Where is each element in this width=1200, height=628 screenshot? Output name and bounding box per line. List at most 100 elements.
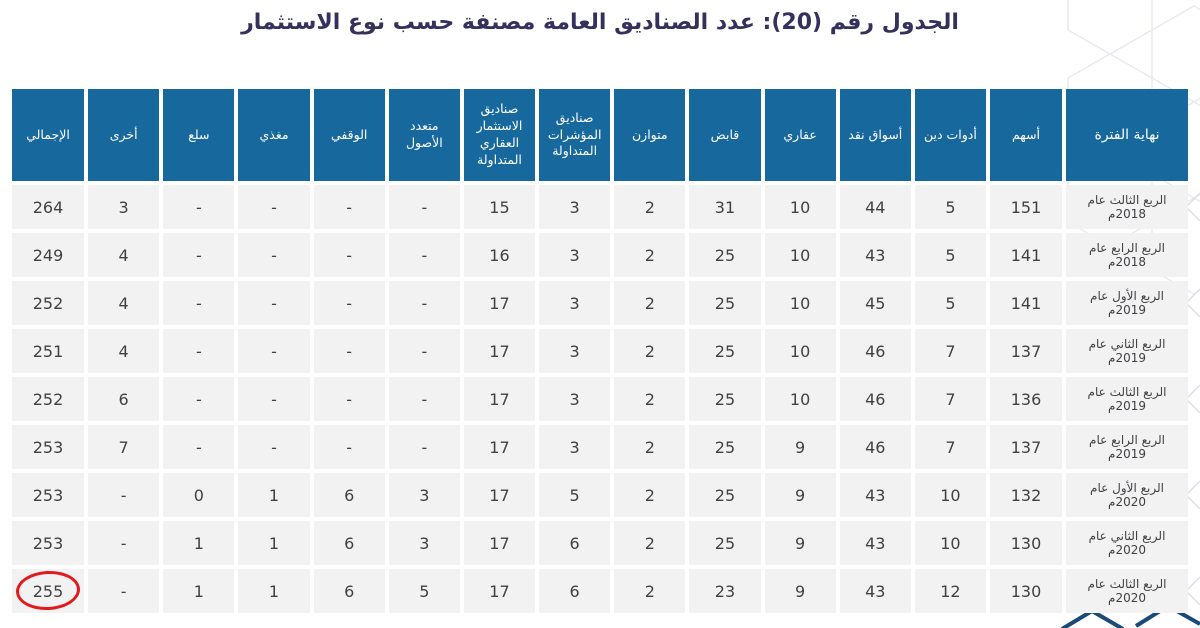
row-label-period: الربع الثالث عام 2019م (1066, 377, 1188, 421)
cell-commodities: - (163, 425, 235, 469)
cell-feeder: - (238, 281, 310, 325)
table-row-9: الربع الثالث عام 2020م 130 12 43 9 23 2 6 17 5 6 1 1… (12, 569, 1188, 613)
column-header-holding: قابض (689, 89, 761, 181)
cell-holding: 25 (689, 521, 761, 565)
cell-balanced: 2 (614, 281, 686, 325)
column-header-real-estate: عقاري (764, 89, 836, 181)
cell-total: 252 (12, 377, 84, 421)
cell-real-estate: 10 (764, 233, 836, 277)
cell-holding: 31 (689, 185, 761, 229)
cell-multi-asset: 5 (388, 569, 460, 613)
cell-multi-asset: 3 (388, 473, 460, 517)
cell-real-estate: 9 (764, 425, 836, 469)
cell-equity: 130 (990, 521, 1062, 565)
cell-other: 4 (88, 281, 160, 325)
cell-balanced: 2 (614, 329, 686, 373)
cell-money-market: 45 (839, 281, 911, 325)
cell-reit: 17 (463, 377, 536, 421)
cell-total: 249 (12, 233, 84, 277)
cell-etf: 6 (539, 521, 611, 565)
cell-other: 4 (88, 329, 160, 373)
column-header-money-market: أسواق نقد (839, 89, 911, 181)
cell-balanced: 2 (614, 473, 686, 517)
cell-reit: 17 (463, 473, 536, 517)
table-row-6: الربع الرابع عام 2019م 137 7 46 9 25 2 3 17- - - -7… (12, 425, 1188, 469)
cell-real-estate: 10 (764, 281, 836, 325)
cell-equity: 137 (990, 329, 1062, 373)
cell-holding: 25 (689, 233, 761, 277)
cell-etf: 3 (539, 425, 611, 469)
cell-other: 4 (88, 233, 160, 277)
cell-debt: 7 (914, 425, 986, 469)
cell-money-market: 46 (839, 377, 911, 421)
cell-equity: 130 (990, 569, 1062, 613)
column-header-debt: أدوات دين (914, 89, 986, 181)
cell-commodities: - (163, 185, 235, 229)
table-row-4: الربع الثاني عام 2019م 137 7 46 10 25 2 3 17- - - -… (12, 329, 1188, 373)
cell-total: 255 (12, 569, 84, 613)
cell-total: 264 (12, 185, 84, 229)
cell-endowment: - (313, 425, 385, 469)
cell-holding: 25 (689, 425, 761, 469)
cell-endowment: - (313, 377, 385, 421)
funds-table: نهاية الفترة أسهم أدوات دين أسواق نقد عقاري ق… (8, 85, 1192, 617)
cell-other: - (88, 521, 160, 565)
cell-multi-asset: - (388, 377, 460, 421)
cell-other: 6 (88, 377, 160, 421)
page-title: الجدول رقم (20): عدد الصناديق العامة مصن… (241, 10, 959, 35)
column-header-balanced: متوازن (614, 89, 686, 181)
cell-endowment: - (313, 233, 385, 277)
table-row-3: الربع الأول عام 2019م 141 5 45 10 25 2 3 17- - - -4… (12, 281, 1188, 325)
cell-equity: 137 (990, 425, 1062, 469)
cell-balanced: 2 (614, 377, 686, 421)
cell-money-market: 44 (839, 185, 911, 229)
cell-money-market: 46 (839, 329, 911, 373)
cell-money-market: 43 (839, 569, 911, 613)
cell-real-estate: 9 (764, 521, 836, 565)
cell-commodities: - (163, 377, 235, 421)
cell-reit: 17 (463, 521, 536, 565)
column-header-reit: صناديق الاستثمار العقاري المتداولة (463, 89, 536, 181)
cell-feeder: - (238, 425, 310, 469)
cell-money-market: 46 (839, 425, 911, 469)
cell-real-estate: 10 (764, 377, 836, 421)
table-row-7: الربع الأول عام 2020م 132 10 43 9 25 2 5 17 3 6 1 0-… (12, 473, 1188, 517)
cell-etf: 3 (539, 185, 611, 229)
cell-debt: 5 (914, 185, 986, 229)
cell-endowment: 6 (313, 521, 385, 565)
cell-etf: 5 (539, 473, 611, 517)
cell-etf: 3 (539, 377, 611, 421)
cell-other: - (88, 473, 160, 517)
cell-debt: 5 (914, 281, 986, 325)
cell-holding: 23 (689, 569, 761, 613)
cell-money-market: 43 (839, 521, 911, 565)
row-label-period: الربع الثالث عام 2018م (1066, 185, 1188, 229)
cell-debt: 7 (914, 329, 986, 373)
row-label-period: الربع الرابع عام 2019م (1066, 425, 1188, 469)
cell-balanced: 2 (614, 233, 686, 277)
cell-total: 253 (12, 425, 84, 469)
row-label-period: الربع الأول عام 2020م (1066, 473, 1188, 517)
cell-real-estate: 10 (764, 329, 836, 373)
cell-total: 251 (12, 329, 84, 373)
cell-equity: 141 (990, 233, 1062, 277)
cell-reit: 15 (463, 185, 536, 229)
cell-reit: 17 (463, 329, 536, 373)
cell-real-estate: 9 (764, 569, 836, 613)
column-header-feeder: مغذي (238, 89, 310, 181)
column-header-multi-asset: متعدد الأصول (388, 89, 460, 181)
cell-feeder: - (238, 233, 310, 277)
cell-feeder: - (238, 185, 310, 229)
cell-multi-asset: 3 (388, 521, 460, 565)
cell-feeder: 1 (238, 473, 310, 517)
cell-commodities: - (163, 233, 235, 277)
cell-total: 253 (12, 521, 84, 565)
cell-balanced: 2 (614, 521, 686, 565)
table-row-2: الربع الرابع عام 2018م 141 5 43 10 25 2 3 16- - - -… (12, 233, 1188, 277)
cell-money-market: 43 (839, 233, 911, 277)
cell-etf: 3 (539, 281, 611, 325)
cell-feeder: - (238, 377, 310, 421)
cell-real-estate: 9 (764, 473, 836, 517)
cell-commodities: 0 (163, 473, 235, 517)
